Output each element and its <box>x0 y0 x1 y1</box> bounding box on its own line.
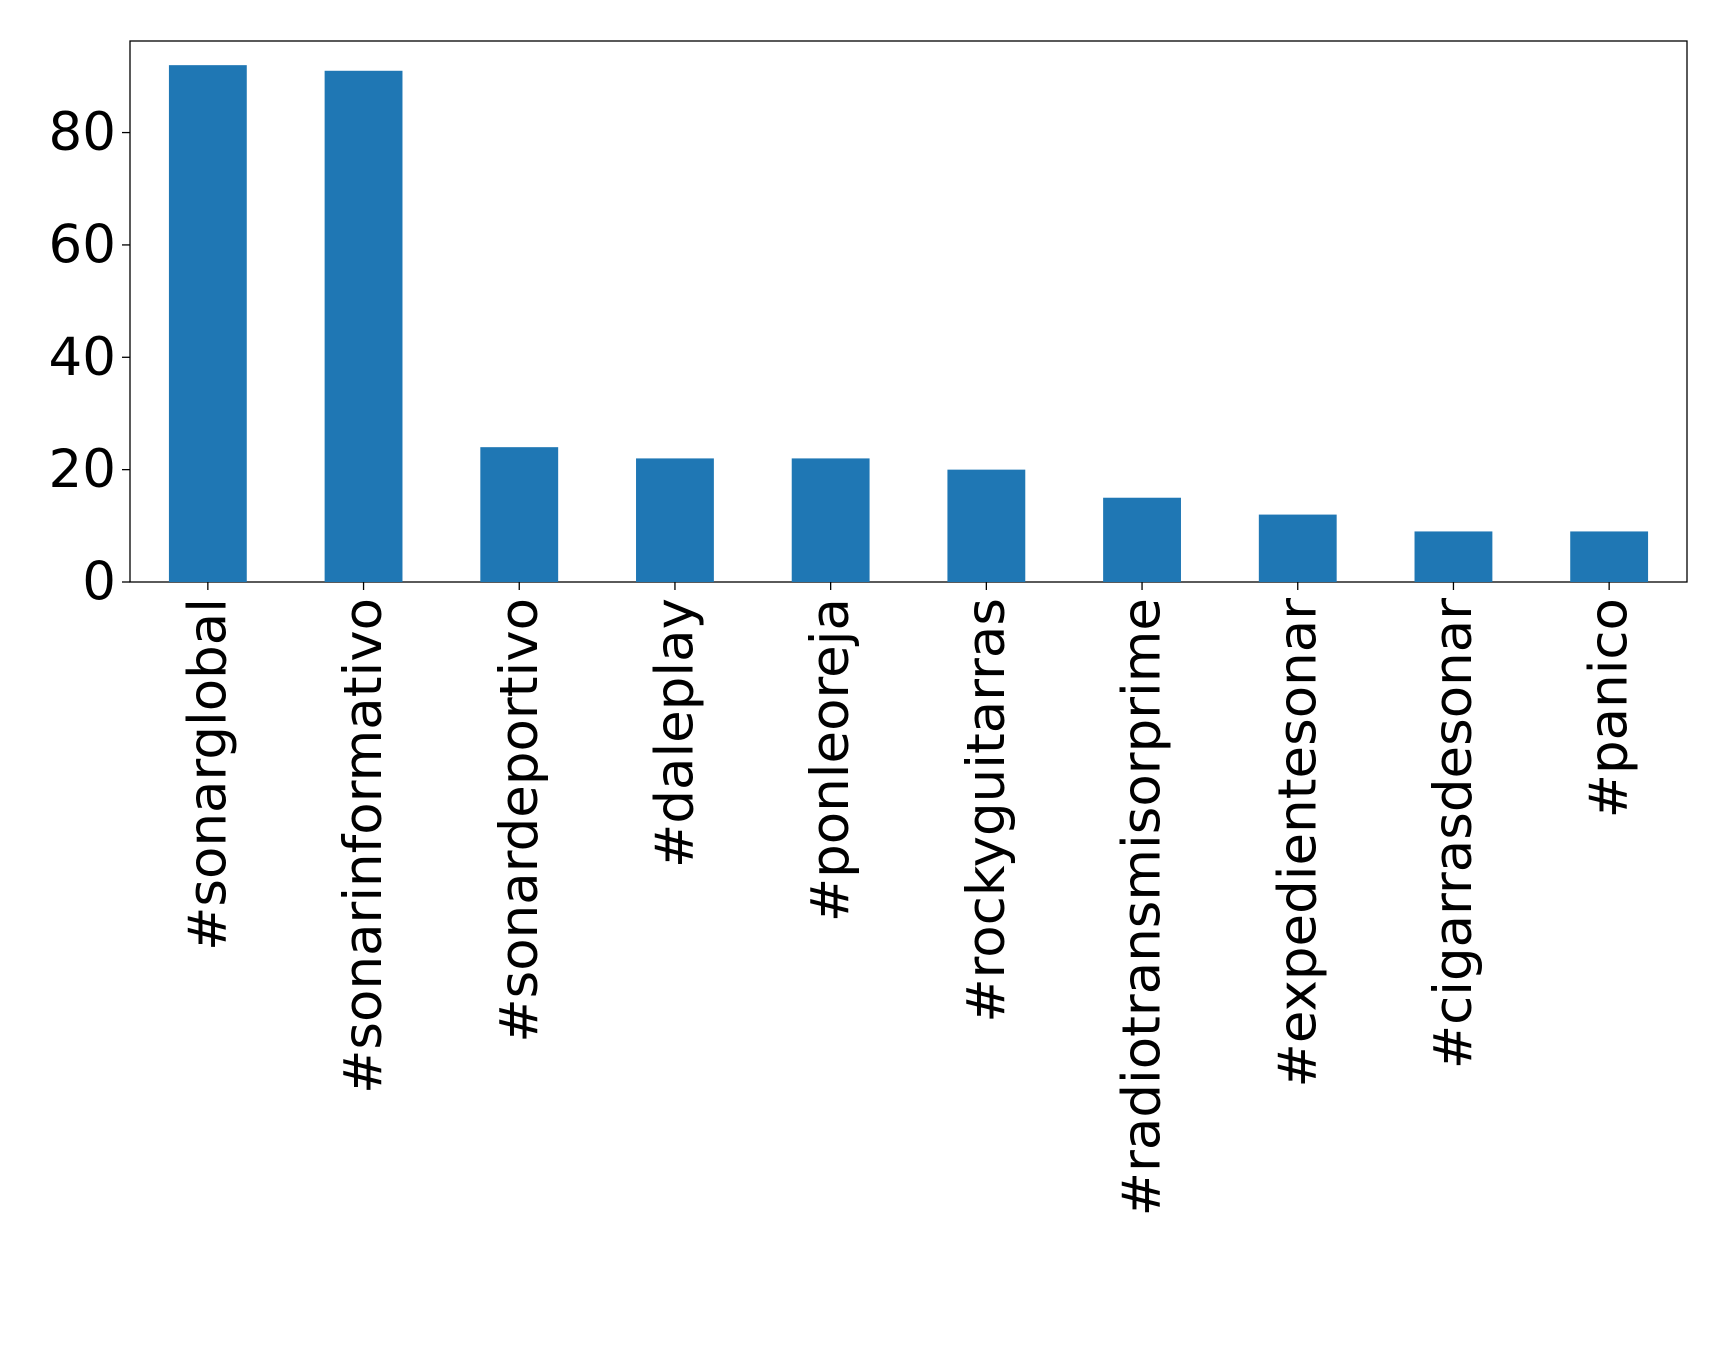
bar <box>168 65 247 582</box>
bar <box>324 70 403 583</box>
bar <box>480 447 559 582</box>
x-tick-label: #rockyguitarras <box>956 598 1017 1023</box>
x-tick-label: #daleplay <box>644 598 705 868</box>
y-tick-label: 0 <box>82 552 116 613</box>
bar <box>636 458 714 582</box>
bar <box>1570 531 1649 582</box>
y-tick-label: 60 <box>49 214 116 275</box>
bar <box>1103 497 1181 582</box>
x-tick-label: #sonarglobal <box>177 598 238 951</box>
x-tick-label: #sonardeportivo <box>489 598 550 1043</box>
y-tick-label: 20 <box>49 439 116 500</box>
bar <box>947 469 1026 582</box>
x-tick-label: #cigarrasdesonar <box>1423 598 1484 1069</box>
x-tick-label: #radiotransmisorprime <box>1112 598 1173 1216</box>
x-tick-label: #ponleoreja <box>800 598 861 922</box>
x-tick-label: #expedientesonar <box>1267 598 1328 1088</box>
plot-frame <box>129 40 1688 583</box>
x-tick-label: #panico <box>1579 598 1640 818</box>
x-tick-label: #sonarinformativo <box>333 598 394 1094</box>
bar <box>1258 514 1337 582</box>
bar <box>791 458 870 582</box>
y-tick-label: 80 <box>49 102 116 163</box>
y-tick-label: 40 <box>49 327 116 388</box>
bar <box>1414 531 1493 582</box>
